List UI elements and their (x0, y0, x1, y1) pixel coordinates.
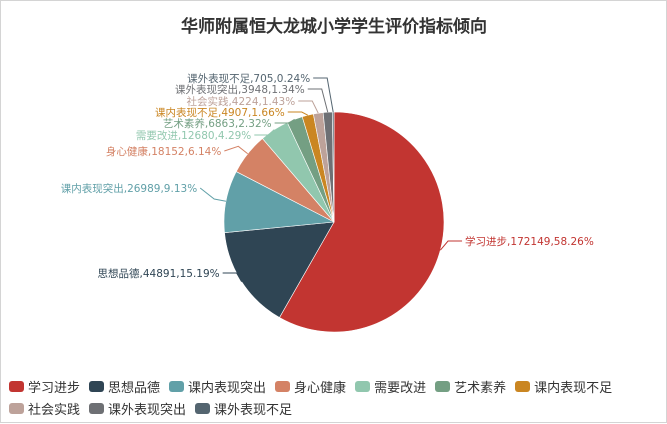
label-leader-line (199, 187, 227, 202)
legend-item[interactable]: 课内表现不足 (515, 377, 612, 396)
slice-label: 课内表现不足,4907,1.66% (155, 106, 285, 119)
legend-item[interactable]: 社会实践 (9, 399, 80, 418)
label-leader-line (307, 88, 329, 113)
legend-label: 思想品德 (108, 380, 161, 396)
label-leader-line (222, 272, 243, 283)
legend-item[interactable]: 课内表现突出 (169, 377, 266, 396)
slice-label: 课外表现突出,3948,1.34% (175, 83, 305, 96)
legend-swatch (169, 380, 185, 392)
legend-swatch (195, 402, 211, 414)
legend-label: 身心健康 (294, 380, 347, 396)
legend-swatch (89, 402, 105, 414)
legend-label: 课内表现突出 (188, 380, 267, 396)
legend-row: 社会实践 课外表现突出 课外表现不足 (9, 397, 665, 419)
slice-label: 学习进步,172149,58.26% (465, 235, 594, 248)
legend-label: 学习进步 (28, 380, 81, 396)
legend-swatch (435, 380, 451, 392)
legend-swatch (9, 402, 24, 414)
label-leader-line (224, 145, 249, 155)
legend-item[interactable]: 需要改进 (355, 377, 426, 396)
legend-swatch (515, 380, 531, 392)
legend-swatch (355, 380, 371, 392)
legend-label: 课外表现不足 (214, 402, 293, 418)
label-leader-line (439, 240, 463, 251)
legend-swatch (275, 380, 291, 392)
slice-label: 课内表现突出,26989,9.13% (61, 182, 197, 195)
slice-label: 课外表现不足,705,0.24% (187, 72, 310, 85)
legend-swatch (9, 380, 24, 392)
legend-item[interactable]: 课外表现突出 (89, 399, 186, 418)
legend-label: 社会实践 (28, 402, 81, 418)
label-leader-line (298, 100, 319, 114)
slice-label: 艺术素养,6863,2.32% (163, 117, 272, 130)
chart-legend: 学习进步 思想品德 课内表现突出 身心健康 需要改进 艺术素养 课内表现不足社会实践 课外表现… (9, 375, 665, 419)
legend-label: 艺术素养 (454, 380, 507, 396)
label-leader-line (274, 118, 295, 124)
legend-label: 需要改进 (374, 380, 427, 396)
legend-item[interactable]: 艺术素养 (435, 377, 506, 396)
label-leader-line (313, 77, 334, 113)
legend-item[interactable]: 学习进步 (9, 377, 80, 396)
legend-item[interactable]: 思想品德 (89, 377, 160, 396)
legend-label: 课外表现突出 (108, 402, 187, 418)
label-leader-line (254, 129, 275, 136)
pie-slice[interactable] (279, 111, 445, 333)
slice-label: 需要改进,12680,4.29% (136, 129, 251, 142)
slice-label: 思想品德,44891,15.19% (98, 267, 220, 280)
legend-item[interactable]: 课外表现不足 (195, 399, 292, 418)
slice-label: 社会实践,4224,1.43% (186, 95, 295, 108)
label-leader-line (287, 111, 308, 116)
legend-label: 课内表现不足 (534, 380, 613, 396)
legend-row: 学习进步 思想品德 课内表现突出 身心健康 需要改进 艺术素养 课内表现不足 (9, 375, 665, 397)
slice-label: 身心健康,18152,6.14% (106, 145, 221, 158)
chart-title: 华师附属恒大龙城小学学生评价指标倾向 (181, 16, 487, 37)
legend-swatch (89, 380, 105, 392)
legend-item[interactable]: 身心健康 (275, 377, 346, 396)
